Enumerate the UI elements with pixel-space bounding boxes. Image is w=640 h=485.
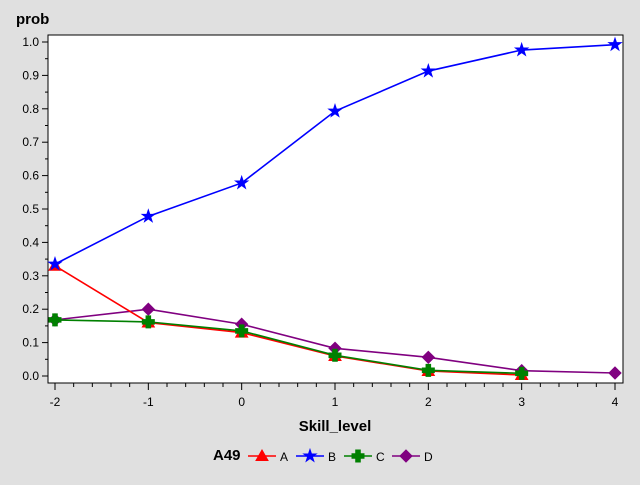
- legend-label: A: [280, 450, 288, 464]
- legend-label: D: [424, 450, 433, 464]
- y-tick-label: 1.0: [22, 35, 39, 49]
- x-tick-label: -2: [50, 395, 61, 409]
- y-tick-label: 0.4: [22, 235, 39, 249]
- y-tick-label: 0.1: [22, 336, 39, 350]
- data-point: [515, 366, 529, 380]
- data-point: [607, 36, 623, 52]
- data-point: [513, 41, 530, 57]
- data-point: [141, 315, 155, 329]
- series-B: [47, 36, 623, 271]
- data-point: [328, 348, 342, 362]
- series-C: [48, 313, 529, 380]
- data-point: [141, 302, 156, 316]
- x-tick-label: 4: [612, 395, 619, 409]
- x-tick-label: 1: [332, 395, 339, 409]
- y-tick-label: 0.2: [22, 302, 39, 316]
- x-tick-label: -1: [143, 395, 154, 409]
- y-axis: 0.0 0.1 0.2 0.3 0.4 0.5 0.6 0.7 0.8 0.9 1.0: [22, 35, 48, 383]
- y-tick-label: 0.9: [22, 68, 39, 82]
- legend-item-B: B: [296, 447, 336, 464]
- legend-marker: [351, 449, 365, 463]
- y-tick-label: 0.7: [22, 135, 39, 149]
- legend-label: B: [328, 450, 336, 464]
- legend-marker: [302, 447, 318, 463]
- legend-item-A: A: [248, 448, 288, 464]
- legend-item-D: D: [392, 449, 433, 464]
- x-tick-label: 2: [425, 395, 432, 409]
- series-line: [54, 319, 522, 375]
- data-point: [421, 350, 436, 365]
- data-point: [327, 103, 343, 118]
- data-point: [235, 324, 249, 338]
- data-point: [608, 366, 622, 380]
- legend-marker: [255, 448, 269, 461]
- y-tick-label: 0.8: [22, 102, 39, 116]
- y-axis-label: prob: [16, 11, 49, 28]
- legend-item-C: C: [344, 449, 385, 464]
- legend-marker: [399, 449, 413, 463]
- legend: A49 A B C D: [213, 447, 433, 464]
- y-tick-label: 0.0: [22, 369, 39, 383]
- y-tick-label: 0.3: [22, 269, 39, 283]
- data-point: [140, 208, 157, 223]
- x-axis-label: Skill_level: [299, 418, 372, 435]
- data-point: [420, 62, 437, 78]
- data-point: [48, 313, 62, 327]
- y-tick-label: 0.5: [22, 202, 39, 216]
- x-tick-label: 3: [518, 395, 525, 409]
- x-tick-label: 0: [238, 395, 245, 409]
- plot-frame: [47, 34, 624, 384]
- legend-title: A49: [213, 447, 241, 464]
- x-axis: -2 -1 0 1 2 3 4: [50, 383, 619, 409]
- data-point: [421, 363, 435, 377]
- data-point: [47, 256, 63, 271]
- series-line: [54, 265, 522, 376]
- data-point: [233, 174, 250, 190]
- series-layer: [47, 36, 623, 380]
- legend-label: C: [376, 450, 385, 464]
- y-tick-label: 0.6: [22, 169, 39, 183]
